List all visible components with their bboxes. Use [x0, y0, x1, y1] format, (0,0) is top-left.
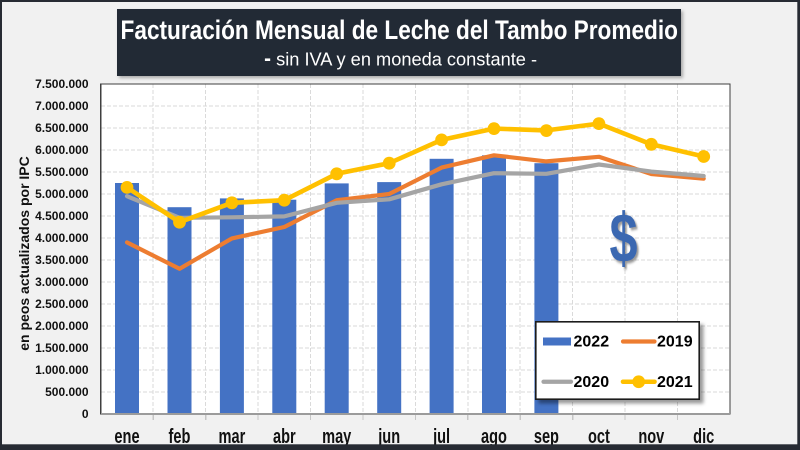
svg-text:dic: dic	[693, 425, 714, 448]
svg-text:7.500.000: 7.500.000	[35, 77, 89, 91]
svg-text:2019: 2019	[657, 334, 693, 351]
svg-text:1.500.000: 1.500.000	[35, 341, 89, 355]
svg-text:en peos actualizados por IPC: en peos actualizados por IPC	[16, 156, 32, 351]
svg-text:5.000.000: 5.000.000	[35, 187, 89, 201]
svg-text:jul: jul	[432, 425, 450, 448]
svg-text:4.000.000: 4.000.000	[35, 231, 89, 245]
svg-text:- sin IVA y en moneda constant: - sin IVA y en moneda constante -	[264, 47, 537, 70]
svg-text:3.500.000: 3.500.000	[35, 253, 89, 267]
svg-text:nov: nov	[638, 425, 664, 448]
svg-text:abr: abr	[273, 425, 296, 448]
svg-text:0: 0	[82, 407, 89, 421]
svg-text:5.500.000: 5.500.000	[35, 165, 89, 179]
svg-text:Facturación Mensual de Leche d: Facturación Mensual de Leche del Tambo P…	[121, 15, 678, 45]
svg-text:4.500.000: 4.500.000	[35, 209, 89, 223]
svg-text:ene: ene	[114, 425, 139, 448]
svg-text:6.000.000: 6.000.000	[35, 143, 89, 157]
svg-text:500.000: 500.000	[45, 385, 89, 399]
svg-text:3.000.000: 3.000.000	[35, 275, 89, 289]
svg-text:1.000.000: 1.000.000	[35, 363, 89, 377]
svg-text:feb: feb	[169, 425, 191, 448]
svg-text:may: may	[322, 425, 351, 448]
svg-text:jun: jun	[377, 425, 400, 448]
svg-text:2021: 2021	[657, 374, 693, 391]
svg-text:7.000.000: 7.000.000	[35, 99, 89, 113]
svg-text:2022: 2022	[574, 334, 610, 351]
svg-text:sep: sep	[534, 425, 559, 448]
svg-text:oct: oct	[588, 425, 610, 448]
svg-text:6.500.000: 6.500.000	[35, 121, 89, 135]
svg-text:2.000.000: 2.000.000	[35, 319, 89, 333]
svg-text:mar: mar	[219, 425, 246, 448]
svg-text:$: $	[609, 199, 637, 277]
svg-text:2.500.000: 2.500.000	[35, 297, 89, 311]
svg-text:2020: 2020	[574, 374, 610, 391]
svg-text:ago: ago	[481, 425, 507, 448]
